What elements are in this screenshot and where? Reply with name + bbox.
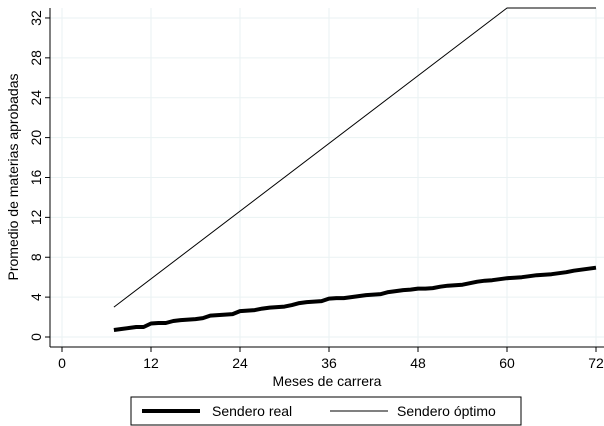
y-tick-label: 8 bbox=[28, 253, 44, 261]
y-tick-label: 0 bbox=[28, 333, 44, 341]
legend-label-optimo: Sendero óptimo bbox=[397, 403, 496, 419]
legend-label-real: Sendero real bbox=[212, 403, 292, 419]
y-tick-label: 20 bbox=[28, 130, 44, 146]
x-tick-label: 72 bbox=[588, 355, 604, 371]
grid bbox=[50, 8, 604, 347]
y-tick-label: 16 bbox=[28, 169, 44, 185]
x-tick-label: 24 bbox=[232, 355, 248, 371]
series-line-real bbox=[113, 265, 597, 332]
x-axis-title: Meses de carrera bbox=[273, 373, 382, 389]
x-tick-label: 60 bbox=[499, 355, 515, 371]
x-tick-label: 12 bbox=[143, 355, 159, 371]
x-tick-label: 36 bbox=[321, 355, 337, 371]
y-tick-label: 24 bbox=[28, 90, 44, 106]
x-tick-label: 0 bbox=[58, 355, 66, 371]
x-ticks: 0 12 24 36 48 60 72 bbox=[58, 347, 604, 371]
x-tick-label: 48 bbox=[410, 355, 426, 371]
y-tick-label: 4 bbox=[28, 293, 44, 301]
series-layer bbox=[113, 7, 597, 332]
y-tick-label: 12 bbox=[28, 209, 44, 225]
legend: Sendero real Sendero óptimo bbox=[130, 396, 522, 426]
y-tick-label: 32 bbox=[28, 10, 44, 26]
y-tick-label: 28 bbox=[28, 50, 44, 66]
series-line-optimo bbox=[113, 7, 596, 308]
y-ticks: 0 4 8 12 16 20 24 28 32 bbox=[28, 10, 50, 341]
y-axis-title: Promedio de materias aprobadas bbox=[5, 73, 21, 280]
